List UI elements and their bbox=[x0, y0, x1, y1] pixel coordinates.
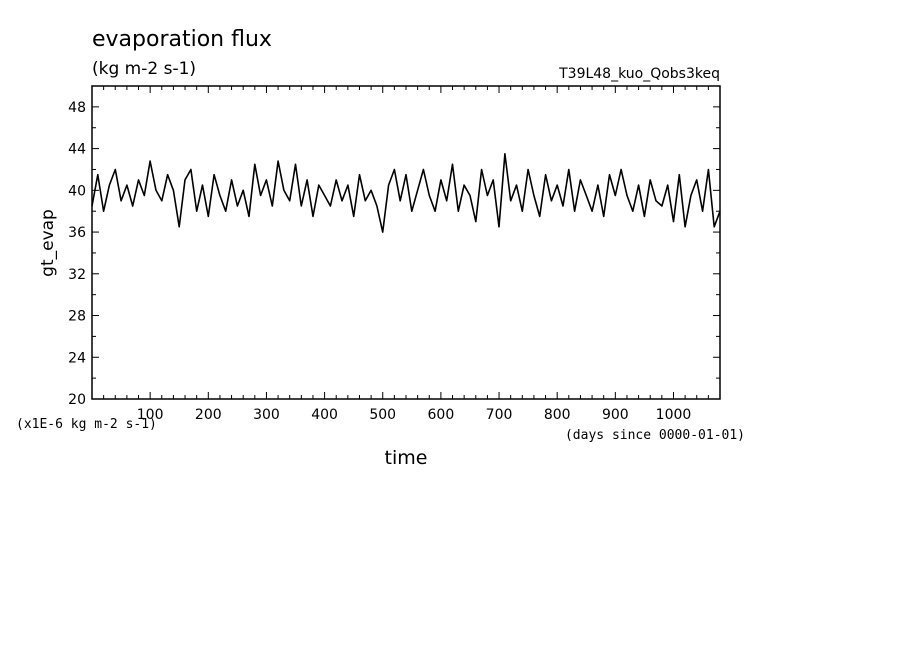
x-tick-label: 100 bbox=[137, 407, 164, 423]
y-units-note: (x1E-6 kg m-2 s-1) bbox=[16, 417, 157, 432]
y-axis-ticks: 20 24 28 32 36 40 44 48 bbox=[68, 85, 720, 408]
series-line-gt-evap bbox=[91, 153, 721, 233]
x-axis-label: time bbox=[385, 447, 428, 469]
x-axis-ticks: 100 200 300 400 500 600 700 800 900 1000 bbox=[103, 86, 709, 423]
x-tick-label: 800 bbox=[544, 407, 571, 423]
y-tick-label: 28 bbox=[68, 309, 86, 325]
x-tick-label: 1000 bbox=[656, 407, 692, 423]
y-tick-label: 36 bbox=[68, 225, 86, 241]
chart-title: evaporation flux bbox=[92, 27, 272, 52]
x-tick-label: 300 bbox=[253, 407, 280, 423]
y-tick-label: 48 bbox=[68, 100, 86, 116]
x-tick-label: 600 bbox=[428, 407, 455, 423]
x-tick-label: 500 bbox=[369, 407, 396, 423]
y-axis-label: gt_evap bbox=[38, 209, 58, 277]
x-tick-label: 700 bbox=[486, 407, 513, 423]
y-tick-label: 32 bbox=[68, 267, 86, 283]
y-tick-label: 40 bbox=[68, 183, 86, 199]
x-tick-label: 200 bbox=[195, 407, 222, 423]
x-tick-label: 400 bbox=[311, 407, 338, 423]
y-tick-label: 44 bbox=[68, 142, 86, 158]
y-tick-label: 24 bbox=[68, 350, 86, 366]
x-units-note: (days since 0000-01-01) bbox=[565, 428, 745, 443]
chart-subtitle: (kg m-2 s-1) bbox=[92, 59, 196, 79]
run-label: T39L48_kuo_Qobs3keq bbox=[558, 66, 720, 82]
y-tick-label: 20 bbox=[68, 392, 86, 408]
x-tick-label: 900 bbox=[602, 407, 629, 423]
